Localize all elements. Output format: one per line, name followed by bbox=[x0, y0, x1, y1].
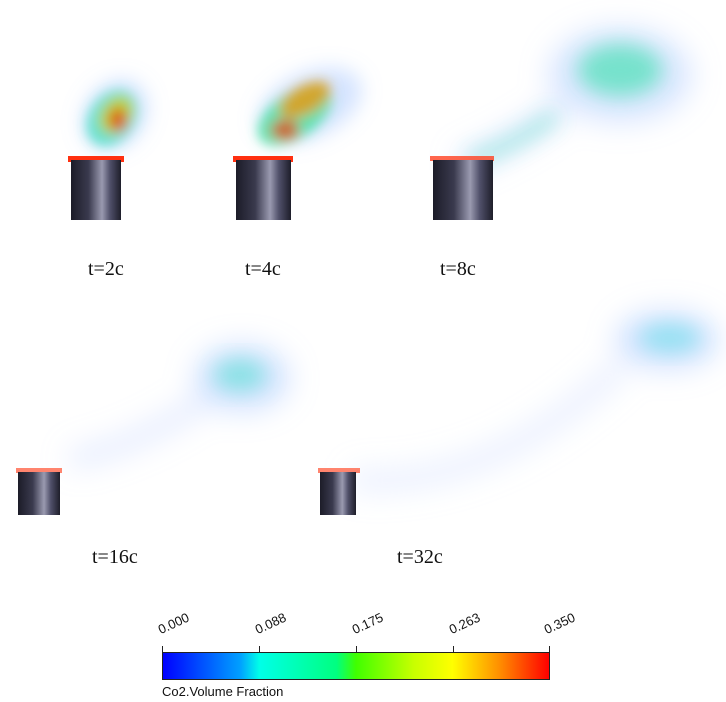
colorbar-tick: 0.350 bbox=[541, 609, 578, 637]
plume-panel-t8 bbox=[420, 15, 700, 220]
plume-visual-t2 bbox=[68, 79, 148, 220]
colorbar-title: Co2.Volume Fraction bbox=[162, 684, 284, 699]
plume-visual-t4 bbox=[233, 67, 362, 220]
plume-panel-t4 bbox=[225, 45, 385, 220]
colorbar-gradient bbox=[162, 652, 550, 680]
plume-panel-t2 bbox=[60, 60, 160, 220]
plume-panel-t16 bbox=[10, 330, 295, 515]
cylinder bbox=[18, 472, 60, 515]
time-label: t=16c bbox=[92, 546, 138, 568]
time-label: t=2c bbox=[88, 258, 124, 280]
time-label: t=32c bbox=[397, 546, 443, 568]
plume-visual-t8 bbox=[430, 27, 692, 220]
time-label: t=4c bbox=[245, 258, 281, 280]
colorbar-tick: 0.263 bbox=[446, 609, 483, 637]
cylinder bbox=[236, 160, 291, 220]
colorbar-tick: 0.000 bbox=[155, 609, 192, 637]
plume-visual-t16 bbox=[16, 344, 290, 515]
time-label: t=8c bbox=[440, 258, 476, 280]
plume-visual-t32 bbox=[318, 310, 719, 515]
cylinder bbox=[71, 160, 121, 220]
colorbar-legend: 0.000 0.088 0.175 0.263 0.350 Co2.Volume… bbox=[156, 600, 578, 699]
cylinder bbox=[433, 160, 493, 220]
colorbar-tick: 0.175 bbox=[349, 609, 386, 637]
plume-panel-t32 bbox=[312, 310, 726, 515]
cylinder bbox=[320, 472, 356, 515]
colorbar-tick: 0.088 bbox=[252, 609, 289, 637]
